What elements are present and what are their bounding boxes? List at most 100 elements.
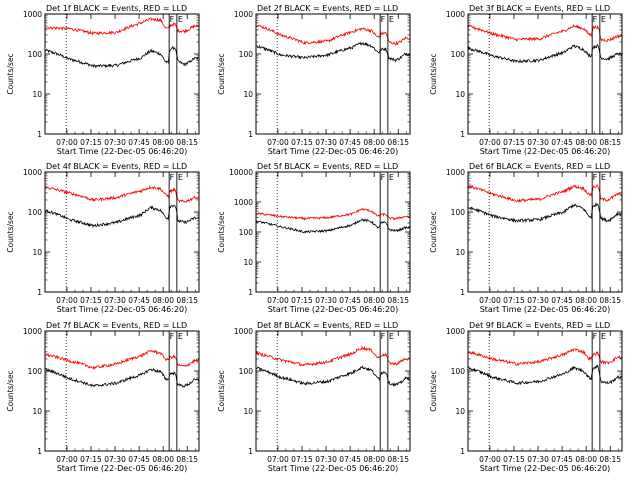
- panel-title: Det 9f BLACK = Events, RED = LLD: [469, 321, 610, 330]
- y-tick-label: 1: [37, 447, 42, 456]
- y-tick-label: 1: [460, 447, 465, 456]
- y-tick-label: 1: [37, 130, 42, 139]
- series-line-events: [45, 204, 199, 229]
- panel-title: Det 2f BLACK = Events, RED = LLD: [257, 4, 398, 13]
- x-tick-label: 08:15: [176, 138, 198, 147]
- y-tick-label: 1: [248, 288, 253, 297]
- x-tick-label: 07:45: [339, 138, 361, 147]
- plot-frame: [467, 171, 623, 293]
- y-tick-label: 1000: [23, 10, 42, 19]
- panel-title: Det 8f BLACK = Events, RED = LLD: [257, 321, 398, 330]
- x-axis-label: Start Time (22-Dec-05 06:46:20): [480, 464, 611, 473]
- plot-area: [256, 14, 410, 134]
- x-tick-label: 08:00: [152, 138, 174, 147]
- y-tick-label: 1: [248, 130, 253, 139]
- panel-title: Det 5f BLACK = Events, RED = LLD: [257, 162, 398, 171]
- marker-label-e: E: [601, 173, 606, 182]
- series-line-events: [256, 218, 410, 234]
- y-tick-label: 1: [37, 288, 42, 297]
- x-tick-label: 07:15: [291, 138, 313, 147]
- x-tick-label: 08:15: [599, 296, 621, 305]
- plot-frame: [255, 171, 411, 293]
- plot-area: [45, 172, 199, 292]
- interval-box-marker: [591, 14, 601, 134]
- x-axis-label: Start Time (22-Dec-05 06:46:20): [268, 464, 399, 473]
- x-tick-label: 08:00: [152, 296, 174, 305]
- marker-label-f: F: [593, 15, 598, 24]
- x-tick-label: 07:00: [479, 455, 501, 464]
- panel-det-5: Det 5f BLACK = Events, RED = LLD F E 1 10 100…: [217, 162, 411, 314]
- panel-title: Det 6f BLACK = Events, RED = LLD: [469, 162, 610, 171]
- marker-label-e: E: [389, 173, 394, 182]
- y-tick-label: 1000: [234, 198, 253, 207]
- series-line-lld: [256, 24, 410, 46]
- marker-label-f: F: [381, 173, 386, 182]
- plot-frame: [44, 330, 200, 452]
- x-tick-label: 07:00: [267, 455, 289, 464]
- x-tick-label: 07:45: [551, 138, 573, 147]
- x-tick-label: 08:00: [575, 296, 597, 305]
- x-tick-label: 07:15: [291, 296, 313, 305]
- y-tick-label: 10: [455, 407, 465, 416]
- y-tick-label: 1000: [23, 327, 42, 336]
- y-tick-label: 1000: [234, 10, 253, 19]
- panel-det-8: Det 8f BLACK = Events, RED = LLD F E 1 10 100…: [217, 321, 411, 473]
- panel-det-3: Det 3f BLACK = Events, RED = LLD F E 1 10 100…: [429, 4, 623, 156]
- x-tick-label: 07:00: [479, 296, 501, 305]
- series-line-lld: [468, 348, 622, 367]
- x-tick-label: 07:15: [503, 138, 525, 147]
- x-axis-label: Start Time (22-Dec-05 06:46:20): [57, 305, 188, 314]
- y-tick-label: 10: [455, 248, 465, 257]
- panel-det-7: Det 7f BLACK = Events, RED = LLD F E 1 10 100…: [6, 321, 200, 473]
- interval-box-marker: [168, 331, 178, 451]
- y-tick-label: 10: [455, 90, 465, 99]
- series-line-lld: [468, 183, 622, 204]
- y-axis-label: Counts/sec: [217, 211, 226, 252]
- x-tick-label: 07:45: [339, 296, 361, 305]
- x-tick-label: 07:30: [315, 138, 337, 147]
- y-axis-label: Counts/sec: [429, 211, 438, 252]
- y-tick-label: 10: [32, 407, 42, 416]
- x-tick-label: 07:30: [527, 296, 549, 305]
- series-line-lld: [468, 23, 622, 43]
- y-tick-label: 10: [243, 90, 253, 99]
- plot-area: [256, 172, 410, 292]
- plot-frame: [467, 330, 623, 452]
- y-axis-label: Counts/sec: [6, 370, 15, 411]
- marker-label-f: F: [593, 173, 598, 182]
- x-tick-label: 07:45: [551, 455, 573, 464]
- marker-label-e: E: [601, 15, 606, 24]
- x-axis-label: Start Time (22-Dec-05 06:46:20): [57, 147, 188, 156]
- y-tick-label: 100: [28, 208, 43, 217]
- panel-det-1: Det 1f BLACK = Events, RED = LLD F E 1 10 100…: [6, 4, 200, 156]
- x-tick-label: 07:00: [56, 138, 78, 147]
- y-tick-label: 100: [451, 367, 466, 376]
- plot-frame: [255, 330, 411, 452]
- panel-title: Det 4f BLACK = Events, RED = LLD: [46, 162, 187, 171]
- x-tick-label: 07:45: [128, 138, 150, 147]
- series-line-lld: [45, 184, 199, 204]
- y-tick-label: 10: [32, 248, 42, 257]
- x-axis-label: Start Time (22-Dec-05 06:46:20): [268, 305, 399, 314]
- y-tick-label: 10: [243, 407, 253, 416]
- plot-frame: [44, 171, 200, 293]
- y-axis-label: Counts/sec: [6, 53, 15, 94]
- series-line-events: [468, 364, 622, 386]
- panel-det-9: Det 9f BLACK = Events, RED = LLD F E 1 10 100…: [429, 321, 623, 473]
- y-tick-label: 1: [460, 130, 465, 139]
- y-axis-label: Counts/sec: [217, 53, 226, 94]
- x-axis-label: Start Time (22-Dec-05 06:46:20): [57, 464, 188, 473]
- y-tick-label: 1000: [446, 10, 465, 19]
- y-axis-label: Counts/sec: [429, 53, 438, 94]
- series-line-lld: [256, 207, 410, 221]
- marker-label-e: E: [178, 332, 183, 341]
- marker-label-e: E: [389, 332, 394, 341]
- series-line-lld: [45, 349, 199, 371]
- x-tick-label: 07:30: [527, 455, 549, 464]
- marker-label-e: E: [178, 173, 183, 182]
- x-tick-label: 07:00: [267, 296, 289, 305]
- x-tick-label: 08:00: [152, 455, 174, 464]
- plot-frame: [255, 13, 411, 135]
- x-axis-label: Start Time (22-Dec-05 06:46:20): [480, 147, 611, 156]
- x-tick-label: 07:45: [339, 455, 361, 464]
